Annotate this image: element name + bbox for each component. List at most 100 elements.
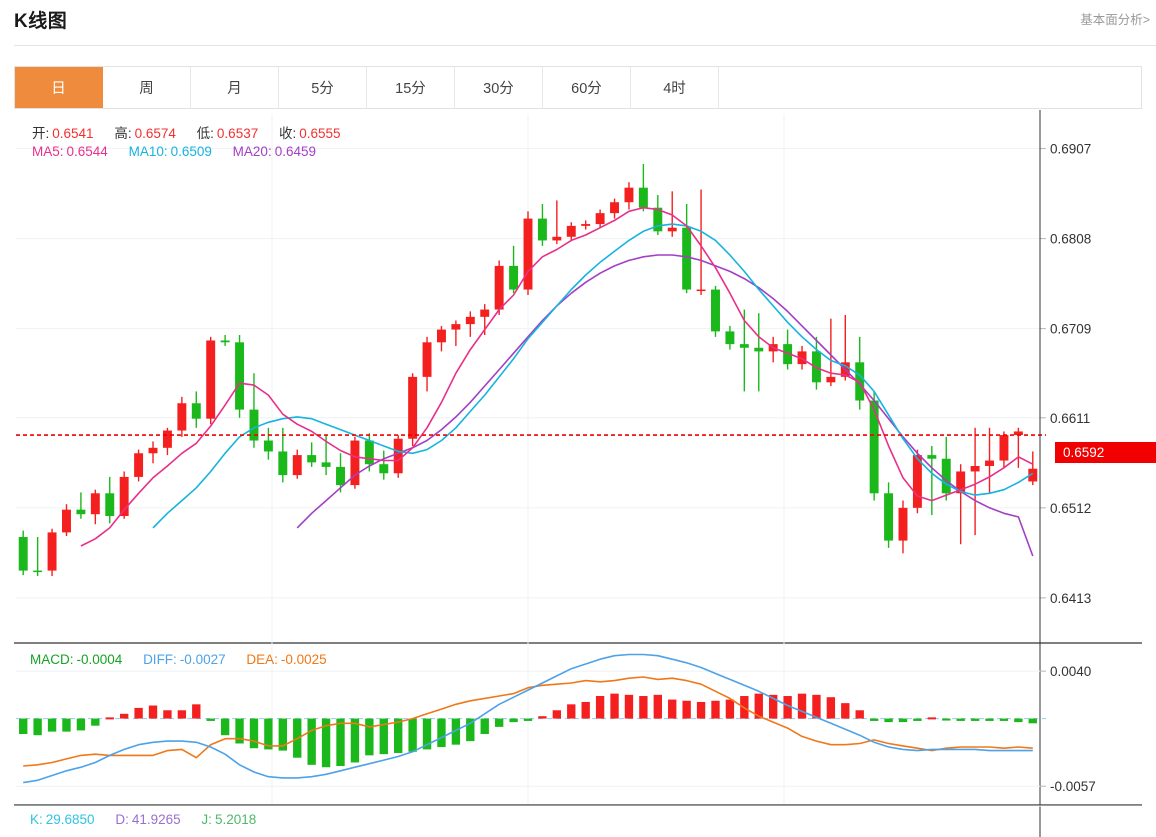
candle-body [235,342,245,410]
candle-3 [62,504,71,537]
candle-36 [537,204,547,246]
dea-line [23,676,1033,767]
timeframe-tabbar[interactable]: 日周月 5分 15分 30分 60分 4时 [14,66,1142,109]
candle-body [379,464,389,474]
candle-body [898,507,908,541]
macd-bar-49 [725,699,735,719]
fundamental-analysis-link[interactable]: 基本面分析> [1080,13,1150,27]
candle-body [797,351,807,365]
macd-bar-25 [379,718,388,755]
candle-body [480,309,490,317]
candle-1 [33,536,43,577]
candle-26 [393,435,403,478]
candle-19 [292,449,302,479]
candle-7 [119,471,129,519]
candle-body [90,493,100,515]
ma10-line [152,223,1034,529]
macd-bar-57 [841,703,850,719]
candle-39 [581,220,591,230]
candle-body [739,344,749,348]
candle-27 [408,373,418,446]
candle-30 [451,320,461,346]
candle-body [408,376,418,439]
macd-bar-20 [307,718,316,765]
macd-bar-16 [249,718,259,749]
macd-bar-48 [711,700,720,719]
macd-bar-26 [394,718,403,753]
macd-bar-69 [1014,718,1023,723]
tab-5[interactable]: 30分 [455,67,543,108]
macd-bar-6 [105,717,114,720]
tabbar-filler [719,67,1141,108]
price-axis-label-3: 0.6611 [1050,411,1090,426]
macd-bar-52 [769,694,778,719]
macd-bar-17 [264,718,273,750]
macd-bar-40 [595,696,605,719]
candle-body [1013,431,1023,436]
candle-9 [148,441,158,464]
candle-body [134,453,144,477]
candle-51 [754,313,764,392]
candle-68 [999,431,1009,468]
candle-58 [855,336,865,410]
candle-2 [47,528,57,577]
candle-35 [523,211,533,296]
tab-3[interactable]: 5分 [279,67,367,108]
candle-body [422,342,432,377]
macd-axis-label-0: 0.0040 [1050,664,1091,679]
candle-0 [18,530,28,576]
candle-body [33,570,43,573]
candle-body [610,202,620,214]
candle-14 [220,335,230,346]
macd-bar-32 [480,718,489,734]
candle-body [581,224,591,226]
candle-body [18,536,28,571]
macd-bar-35 [523,718,533,721]
macd-bar-70 [1028,718,1037,724]
candle-body [653,207,663,232]
macd-bar-66 [970,718,980,721]
chart-canvas[interactable]: 0.6907 0.6808 0.6709 0.6611 0.6512 0.6413 0.00… [14,110,1142,837]
candle-body [119,476,129,517]
tab-1[interactable]: 周 [103,67,191,108]
macd-bar-43 [639,696,648,719]
candle-28 [422,336,432,392]
candle-25 [379,450,389,480]
candle-5 [90,489,100,525]
candle-body [292,455,302,476]
tab-6[interactable]: 60分 [543,67,631,108]
macd-bar-51 [754,693,763,719]
candle-body [970,466,980,472]
candle-body [927,455,937,459]
candle-body [523,218,533,290]
candle-body [278,451,288,476]
macd-bar-31 [466,718,475,742]
macd-bar-30 [451,718,461,745]
candle-31 [465,311,475,337]
macd-bar-27 [408,718,417,752]
tab-2[interactable]: 月 [191,67,279,108]
candle-body [956,471,966,494]
candle-13 [206,336,216,425]
candle-body [162,430,172,448]
macd-bar-0 [19,718,28,734]
price-axis-label-1: 0.6808 [1050,232,1091,247]
candle-29 [436,325,446,352]
candle-23 [350,436,360,489]
candle-17 [263,427,273,460]
candle-body [1028,468,1038,482]
tab-7[interactable]: 4时 [631,67,719,108]
macd-bar-68 [999,718,1009,721]
candle-53 [783,329,793,370]
candle-body [321,462,331,467]
macd-bar-62 [913,718,922,721]
macd-bar-38 [567,704,576,719]
candle-20 [307,442,317,467]
candle-body [451,324,461,330]
tab-4[interactable]: 15分 [367,67,455,108]
macd-bar-37 [552,710,562,719]
candle-66 [970,427,980,536]
chart-svg[interactable]: 0.6907 0.6808 0.6709 0.6611 0.6512 0.6413 0.00… [14,110,1142,837]
tab-0[interactable]: 日 [15,67,103,108]
price-axis-label-2: 0.6709 [1050,322,1091,337]
